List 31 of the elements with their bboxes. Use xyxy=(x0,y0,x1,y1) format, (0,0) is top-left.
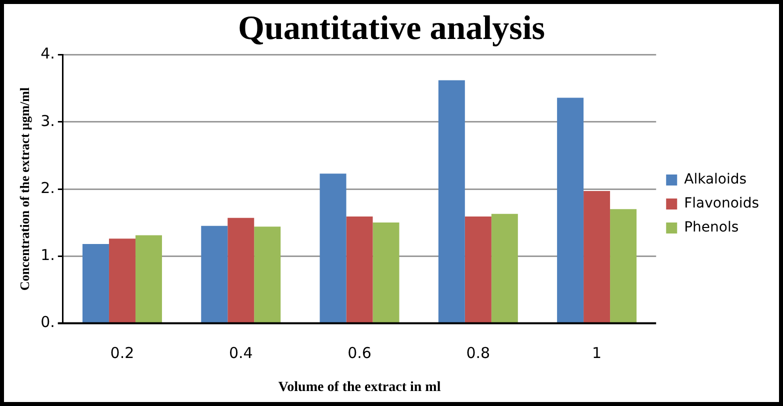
bar xyxy=(201,226,228,322)
x-tick-label: 0.4 xyxy=(228,344,253,362)
bar xyxy=(438,80,465,322)
bar xyxy=(228,218,254,322)
bar xyxy=(320,174,346,322)
chart-title: Quantitative analysis xyxy=(238,10,545,48)
legend-label: Phenols xyxy=(684,220,739,236)
x-tick-label: 0.2 xyxy=(110,344,134,362)
y-tick-label: 0. xyxy=(40,313,55,332)
bar xyxy=(584,191,610,322)
legend-label: Alkaloids xyxy=(684,172,747,188)
bar xyxy=(464,216,492,322)
y-tick-label: 3. xyxy=(40,112,55,130)
bar xyxy=(372,222,400,322)
y-tick-label: 2. xyxy=(40,178,55,197)
x-axis-title: Volume of the extract in ml xyxy=(278,380,441,396)
bar xyxy=(557,98,584,322)
bar xyxy=(135,235,162,322)
y-axis-title: Concentration of the extract µgm/ml xyxy=(17,87,32,291)
bar xyxy=(82,244,109,322)
bar xyxy=(254,226,281,322)
y-tick-label: 4. xyxy=(40,44,55,63)
x-tick-label: 1 xyxy=(592,344,602,362)
legend-label: Flavonoids xyxy=(684,196,760,212)
bar xyxy=(491,214,518,322)
bar xyxy=(108,238,136,322)
y-tick-label: 1. xyxy=(40,246,55,264)
x-tick-label: 0.6 xyxy=(348,344,372,362)
bar xyxy=(610,209,637,322)
x-tick-label: 0.8 xyxy=(466,344,490,362)
bar xyxy=(346,216,373,322)
